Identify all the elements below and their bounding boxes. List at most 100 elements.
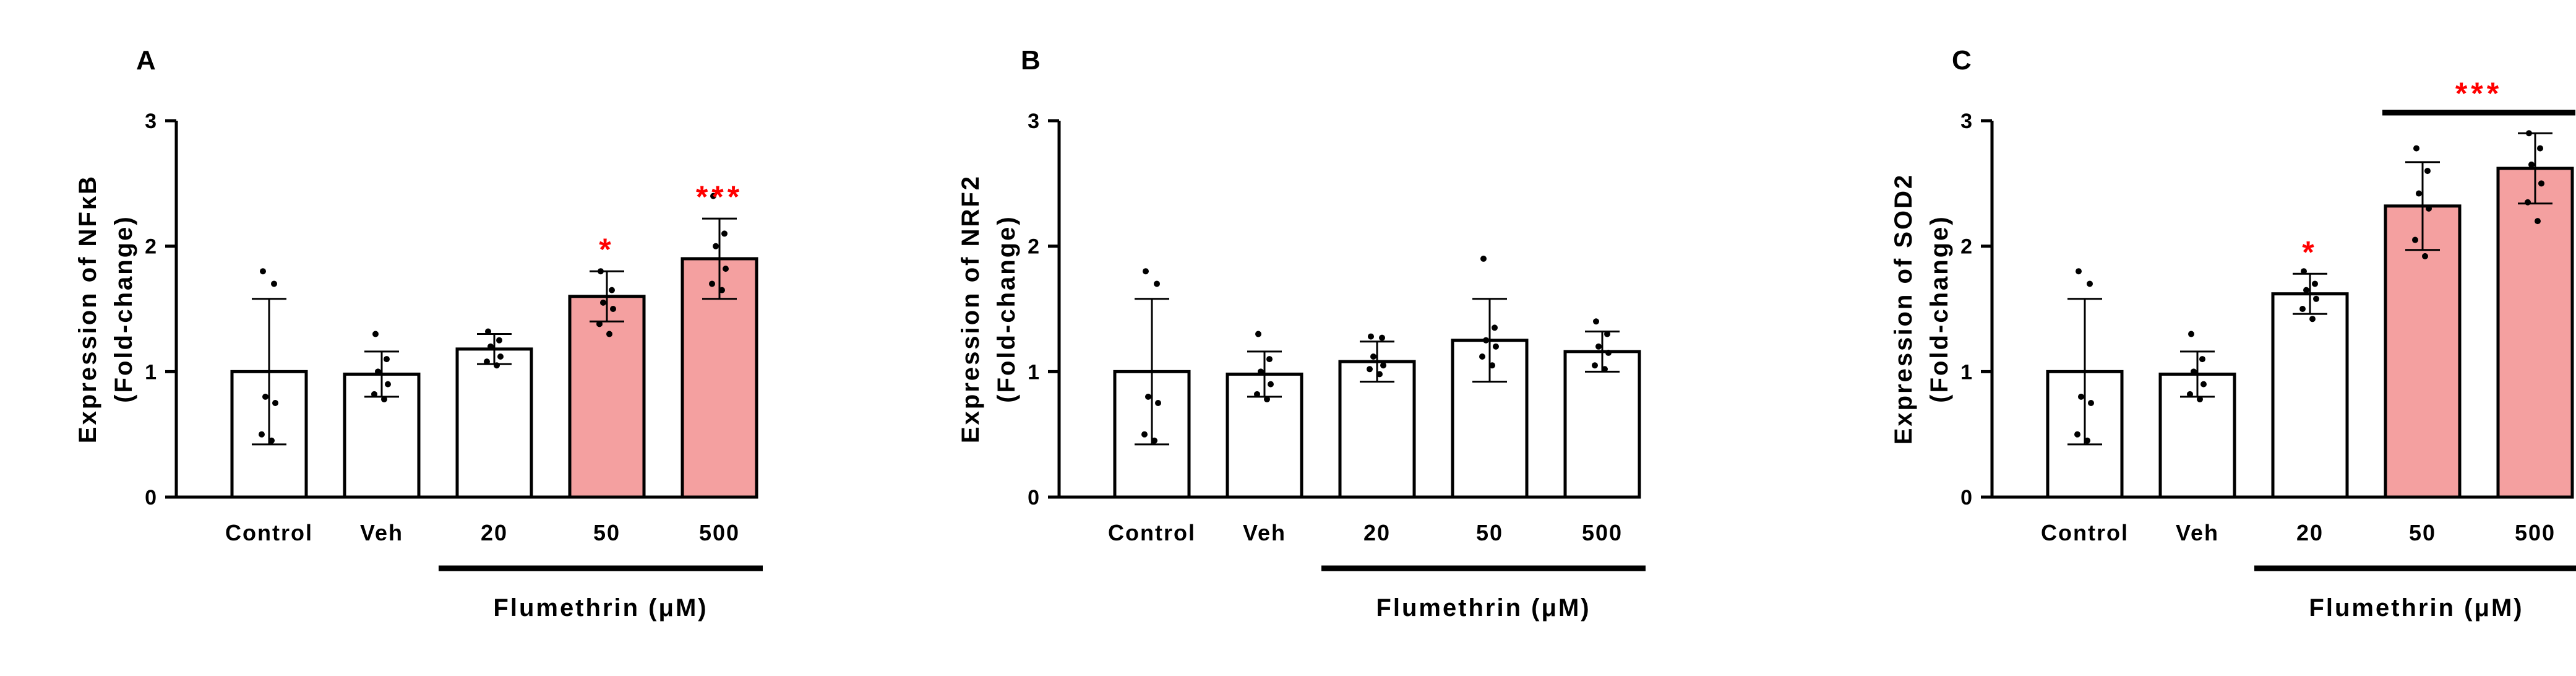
data-point bbox=[1268, 381, 1274, 388]
data-point bbox=[1154, 280, 1160, 287]
y-axis-label: Expression of SOD2 bbox=[1890, 173, 1917, 445]
panel-letter: C bbox=[1952, 45, 1972, 76]
data-point bbox=[1380, 362, 1386, 369]
y-axis-label-units: (Fold-change) bbox=[1926, 215, 1953, 402]
significance-label: * bbox=[599, 232, 614, 267]
treatment-group-label: Flumethrin (μM) bbox=[2309, 594, 2523, 622]
panel-letter: B bbox=[1021, 45, 1041, 76]
data-point bbox=[1266, 356, 1273, 363]
data-point bbox=[598, 268, 604, 275]
data-point bbox=[268, 437, 275, 444]
data-point bbox=[2426, 205, 2432, 212]
data-point bbox=[596, 321, 603, 327]
y-axis-label-units: (Fold-change) bbox=[110, 215, 137, 402]
x-tick-label: 50 bbox=[593, 520, 620, 545]
x-tick-label: 50 bbox=[1476, 520, 1503, 545]
data-point bbox=[375, 368, 381, 375]
data-point bbox=[260, 268, 266, 275]
data-point bbox=[1254, 391, 1260, 397]
y-tick-label: 3 bbox=[145, 110, 157, 133]
data-point bbox=[1489, 362, 1495, 369]
y-tick-label: 2 bbox=[1028, 235, 1039, 259]
bar bbox=[568, 295, 646, 499]
data-point bbox=[372, 331, 379, 337]
y-tick-label: 2 bbox=[1960, 235, 1972, 259]
data-point bbox=[2422, 253, 2428, 259]
x-tick-label: 500 bbox=[1582, 520, 1623, 545]
significance-label: *** bbox=[696, 180, 743, 214]
data-point bbox=[1376, 371, 1383, 378]
data-point bbox=[1492, 324, 1498, 331]
data-point bbox=[2188, 331, 2194, 337]
data-point bbox=[2199, 356, 2205, 363]
data-point bbox=[2197, 396, 2203, 402]
data-point bbox=[262, 393, 268, 400]
y-tick-label: 1 bbox=[145, 360, 157, 384]
data-point bbox=[721, 230, 728, 237]
data-point bbox=[2087, 280, 2093, 287]
data-point bbox=[606, 331, 612, 337]
panel-b: B Expression of NRF2 (Fold-change) 0 1 2 3 Cont… bbox=[957, 45, 1646, 622]
data-point bbox=[710, 193, 716, 199]
data-point bbox=[1593, 318, 1599, 325]
y-tick-label: 1 bbox=[1960, 360, 1972, 384]
x-tick-label: 50 bbox=[2409, 520, 2436, 545]
data-point bbox=[1479, 353, 1485, 360]
data-point bbox=[2526, 130, 2532, 137]
x-tick-label: Veh bbox=[360, 520, 403, 545]
data-point bbox=[384, 356, 390, 363]
y-tick-label: 3 bbox=[1960, 110, 1972, 133]
x-tick-label: Control bbox=[225, 520, 313, 545]
y-axis-label-units: (Fold-change) bbox=[993, 215, 1020, 402]
x-tick-label: Control bbox=[1108, 520, 1196, 545]
data-point bbox=[1367, 366, 1373, 373]
data-point bbox=[371, 391, 377, 397]
data-point bbox=[600, 299, 606, 306]
data-point bbox=[2088, 400, 2094, 406]
x-tick-label: 20 bbox=[2296, 520, 2324, 545]
data-point bbox=[610, 306, 616, 312]
data-point bbox=[2313, 295, 2319, 302]
data-point bbox=[2525, 199, 2531, 206]
y-tick-label: 3 bbox=[1028, 110, 1039, 133]
data-point bbox=[2413, 145, 2419, 152]
data-point bbox=[2412, 236, 2418, 243]
data-point bbox=[496, 337, 502, 344]
y-tick-label: 2 bbox=[145, 235, 157, 259]
x-tick-label: 20 bbox=[481, 520, 508, 545]
significance-label: * bbox=[2302, 235, 2317, 269]
treatment-group-label: Flumethrin (μM) bbox=[493, 594, 708, 622]
x-tick-label: Control bbox=[2041, 520, 2129, 545]
panel-c: C Expression of SOD2 (Fold-change) 0 1 2 3 Cont… bbox=[1890, 45, 2576, 622]
y-tick-label: 0 bbox=[1028, 486, 1039, 509]
data-point bbox=[2303, 287, 2309, 293]
data-point bbox=[259, 431, 265, 438]
data-point bbox=[2299, 306, 2306, 312]
data-point bbox=[1592, 362, 1598, 369]
data-point bbox=[1368, 333, 1374, 340]
x-tick-label: Veh bbox=[2176, 520, 2219, 545]
panel-a: A Expression of NFκB (Fold-change) 0 1 2 3 Cont… bbox=[74, 45, 763, 622]
y-axis-label: Expression of NRF2 bbox=[957, 175, 984, 443]
data-point bbox=[271, 280, 277, 287]
panel-letter: A bbox=[136, 45, 156, 76]
data-point bbox=[1605, 349, 1612, 356]
data-point bbox=[723, 266, 729, 272]
data-point bbox=[484, 358, 490, 365]
y-axis-title: Expression of NFκB (Fold-change) bbox=[74, 175, 137, 443]
bracket-significance-label: *** bbox=[2455, 76, 2502, 111]
data-point bbox=[1155, 400, 1161, 406]
data-point bbox=[609, 287, 615, 293]
data-point bbox=[2076, 268, 2082, 275]
y-tick-label: 1 bbox=[1028, 360, 1039, 384]
y-axis-title: Expression of NRF2 (Fold-change) bbox=[957, 175, 1020, 443]
treatment-group-label: Flumethrin (μM) bbox=[1376, 594, 1591, 622]
y-tick-label: 0 bbox=[1960, 486, 1972, 509]
bar bbox=[455, 347, 533, 499]
data-point bbox=[1595, 343, 1602, 350]
x-tick-label: 500 bbox=[699, 520, 740, 545]
data-point bbox=[487, 343, 494, 350]
y-axis-label: Expression of NFκB bbox=[74, 175, 101, 443]
data-point bbox=[485, 328, 491, 335]
data-point bbox=[2074, 431, 2080, 438]
